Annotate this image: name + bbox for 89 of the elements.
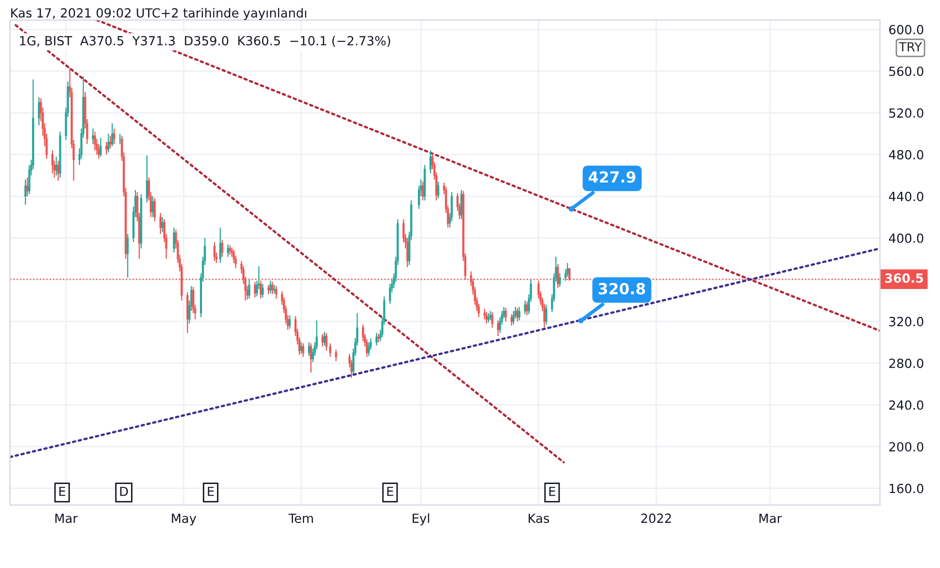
candlestick (437, 181, 440, 199)
annotation: E (59, 486, 66, 496)
y-tick-label: 160.0 (890, 484, 924, 494)
candlestick (226, 244, 230, 258)
candlestick (308, 342, 310, 356)
candlestick (321, 333, 324, 348)
candlestick (219, 227, 222, 264)
candlestick (28, 164, 30, 195)
annotation: 427.9 (588, 171, 636, 183)
x-tick-label: 2022 (641, 514, 671, 524)
candlestick (334, 349, 338, 362)
candlestick (483, 308, 486, 320)
candlestick (126, 233, 129, 278)
annotation: E (208, 486, 214, 496)
candlestick (213, 242, 216, 262)
x-tick-label: Tem (288, 514, 313, 524)
candlestick (273, 284, 276, 294)
candlestick (254, 281, 256, 298)
candlestick (422, 181, 424, 201)
candlestick (55, 156, 58, 176)
candlestick (260, 280, 262, 300)
candlestick (545, 304, 548, 326)
candlestick (496, 320, 500, 337)
candlestick (92, 128, 94, 145)
y-tick-label: 440.0 (888, 192, 924, 202)
annotation: D (120, 486, 128, 496)
candlestick (487, 312, 490, 324)
candlestick (51, 150, 54, 174)
y-tick-label: 280.0 (889, 358, 924, 368)
candlestick (491, 311, 494, 328)
candlestick (510, 314, 513, 326)
candlestick (485, 311, 488, 324)
candlestick (518, 306, 520, 321)
candlestick (524, 300, 526, 315)
candlestick (113, 128, 116, 145)
candlestick (323, 331, 326, 346)
x-tick-label: Mar (55, 514, 78, 524)
text: 1G, BIST A370.5 Y371.3 D359.0 K360.5 −10.1 (−2.73%) (20, 36, 390, 47)
y-tick-label: 200.0 (889, 442, 924, 452)
candlestick (512, 310, 515, 326)
chart-subtitle: Kas 17, 2021 09:02 UTC+2 tarihinde yayınlandı (11, 8, 306, 20)
candlestick (152, 196, 154, 218)
candlestick (504, 307, 507, 322)
x-tick-label: Kas (528, 514, 550, 524)
candlestick (109, 135, 112, 149)
candlestick (94, 131, 96, 151)
candlestick (300, 342, 302, 354)
y-tick-label: 520.0 (889, 108, 924, 118)
candlestick (516, 307, 518, 322)
x-tick-label: May (172, 514, 196, 526)
candlestick (57, 160, 60, 182)
candlestick (100, 137, 102, 158)
y-axis-title: TRY (898, 42, 922, 52)
annotation: E (549, 486, 556, 496)
x-tick-label: Mar (759, 514, 782, 524)
candlestick (154, 198, 156, 222)
candlestick (388, 283, 392, 304)
y-tick-label: 400.0 (888, 233, 924, 243)
annotation: E (387, 486, 394, 496)
candlestick (269, 280, 272, 294)
candlestick (159, 212, 162, 234)
candlestick (275, 285, 278, 300)
candlestick (489, 310, 492, 321)
candlestick (302, 342, 304, 358)
annotation: 320.8 (598, 282, 646, 294)
candlestick (566, 262, 569, 278)
candlestick (288, 314, 291, 330)
candlestick (271, 281, 274, 295)
y-tick-label: 320.0 (889, 316, 924, 326)
candlestick (310, 342, 312, 374)
candlestick (105, 141, 108, 156)
y-tick-label: 560.0 (889, 66, 924, 76)
candlestick (248, 279, 250, 300)
x-tick-label: Eyl (412, 513, 430, 526)
y-tick-label: 480.0 (888, 150, 924, 160)
candlestick (429, 150, 432, 174)
candlestick (368, 342, 370, 356)
ref-line-label: 360.5 (885, 273, 924, 283)
candlestick (38, 96, 40, 126)
candlestick (232, 248, 235, 264)
candlestick (186, 292, 189, 334)
y-tick-label: 600.0 (889, 24, 924, 34)
candlestick (267, 284, 270, 295)
y-tick-label: 240.0 (889, 400, 924, 410)
candlestick (111, 122, 114, 147)
candlestick (262, 283, 264, 298)
candlestick (325, 332, 328, 352)
candlestick (228, 244, 231, 256)
candlestick (221, 240, 224, 258)
